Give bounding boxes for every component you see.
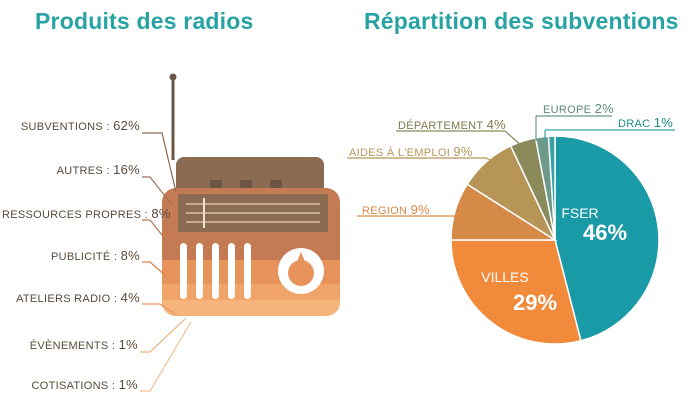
label-aides-name: AIDES À L'EMPLOI (349, 147, 451, 159)
label-publicite-name: publicité : (50, 251, 118, 263)
label-evenements-name: évènements : (29, 340, 116, 352)
label-aides-value: 9% (453, 144, 473, 159)
pie-label-fser-value: 46% (583, 220, 627, 245)
label-evenements-value: 1% (118, 337, 138, 352)
label-autres-name: autres : (56, 165, 110, 177)
label-ressources-name: ressources propres : (2, 209, 148, 221)
pie-slice-drac (547, 135, 556, 241)
label-evenements: évènements : 1% (10, 337, 138, 352)
label-region-name: REGION (362, 205, 408, 217)
label-departement-value: 4% (486, 117, 506, 132)
label-departement: DÉPARTEMENT 4% (398, 117, 506, 132)
label-autres: autres : 16% (10, 162, 140, 177)
radio-speaker-grille (180, 243, 251, 299)
label-region: REGION 9% (362, 202, 430, 217)
pie-label-villes-value: 29% (513, 290, 557, 315)
label-europe-name: EUROPE (543, 104, 592, 116)
label-aides-emploi: AIDES À L'EMPLOI 9% (349, 144, 473, 159)
right-leader-lines (347, 115, 675, 217)
label-ateliers-radio: ateliers radio : 4% (10, 290, 140, 305)
label-europe: EUROPE 2% (543, 101, 614, 116)
label-drac-value: 1% (653, 115, 674, 130)
label-ateliers-name: ateliers radio : (16, 293, 118, 305)
label-cotisations: cotisations : 1% (10, 377, 138, 392)
label-subventions: subventions : 62% (10, 118, 140, 133)
pie-label-fser-name: FSER (561, 205, 598, 221)
label-departement-name: DÉPARTEMENT (398, 120, 484, 132)
label-subventions-name: subventions : (20, 121, 110, 133)
label-cotisations-name: cotisations : (31, 380, 116, 392)
label-ateliers-value: 4% (120, 290, 140, 305)
label-region-value: 9% (410, 202, 430, 217)
radio-antenna-tip (169, 73, 177, 81)
label-ressources-propres: ressources propres : 8% (2, 206, 170, 221)
left-leader-lines (140, 132, 192, 392)
label-publicite: publicité : 8% (10, 248, 140, 263)
right-chart-title: Répartition des subventions (364, 8, 679, 34)
radio-illustration (162, 73, 340, 316)
label-publicite-value: 8% (120, 248, 140, 263)
label-drac: DRAC 1% (618, 115, 673, 130)
pie-slice-fser (554, 135, 660, 342)
left-chart-title: Produits des radios (35, 8, 254, 34)
label-europe-value: 2% (594, 101, 615, 116)
label-cotisations-value: 1% (118, 377, 138, 392)
label-autres-value: 16% (113, 162, 140, 177)
label-ressources-value: 8% (151, 206, 171, 221)
pie-slice-villes (450, 239, 582, 345)
label-subventions-value: 62% (113, 118, 140, 133)
pie-label-villes-name: VILLES (481, 269, 528, 285)
label-drac-name: DRAC (618, 118, 651, 130)
